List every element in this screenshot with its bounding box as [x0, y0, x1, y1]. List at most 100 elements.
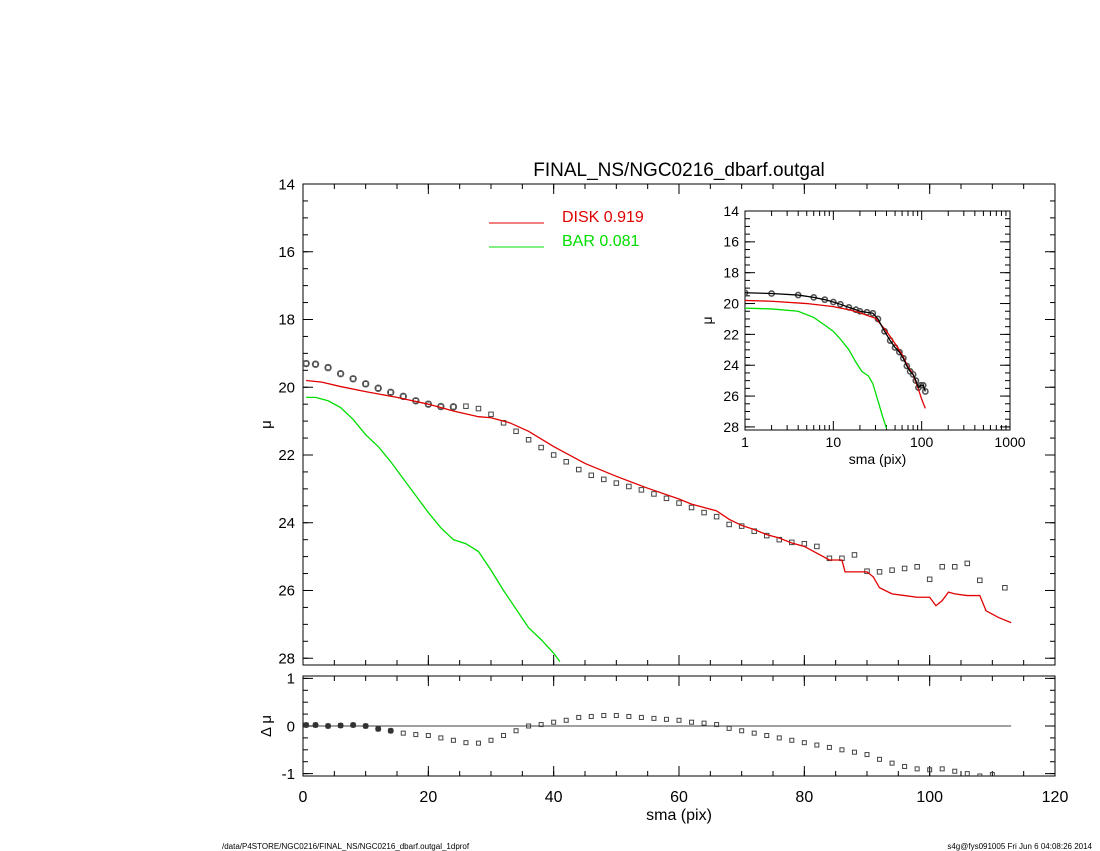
- main-ytick-label-4: 22: [278, 447, 295, 464]
- main-ytick-label-2: 18: [278, 312, 295, 329]
- main-ytick-label-3: 20: [278, 379, 295, 396]
- main-data-core-1: [311, 360, 320, 368]
- main-data-core-2: [324, 363, 332, 372]
- bar-line: [306, 396, 561, 662]
- resid-point-37: [764, 733, 770, 739]
- main-data-point-22: [575, 466, 582, 473]
- resid-point-8: [400, 730, 406, 736]
- resid-point-36: [751, 730, 757, 736]
- main-ytick-label-0: 14: [278, 176, 295, 193]
- resid-point-33: [714, 722, 720, 728]
- resid-core-6: [375, 725, 382, 732]
- main-data-point-27: [638, 487, 645, 493]
- main-data-point-52: [951, 564, 958, 570]
- main-data-point-48: [901, 565, 908, 572]
- resid-point-15: [488, 737, 494, 743]
- main-data-point-12: [450, 404, 457, 410]
- main-data-point-53: [964, 560, 971, 567]
- main-data-point-49: [914, 564, 920, 570]
- main-ylabel: μ: [258, 420, 275, 429]
- main-data-point-33: [713, 513, 720, 520]
- main-data-point-50: [926, 576, 933, 583]
- resid-point-20: [551, 719, 557, 725]
- inset-total-line: [745, 292, 926, 392]
- disk-line: [306, 379, 1012, 624]
- main-data-point-20: [550, 452, 557, 458]
- inset-xtick-label-1: 10: [826, 434, 842, 450]
- main-data-point-55: [1002, 585, 1008, 591]
- main-data-point-41: [814, 543, 820, 550]
- resid-core-3: [337, 722, 344, 729]
- resid-point-35: [739, 728, 745, 734]
- resid-point-11: [438, 735, 444, 741]
- main-data-point-0: [303, 360, 309, 367]
- resid-point-53: [964, 771, 970, 776]
- resid-point-16: [501, 733, 507, 739]
- resid-point-51: [939, 766, 945, 772]
- main-data-point-17: [513, 428, 519, 435]
- inset-ytick-label-3: 20: [723, 295, 739, 311]
- resid-core-4: [350, 722, 357, 729]
- resid-point-13: [463, 740, 469, 746]
- main-data-point-32: [701, 509, 707, 516]
- resid-ytick-label-0: 1: [287, 671, 295, 688]
- resid-point-45: [864, 752, 870, 758]
- resid-core-1: [312, 722, 319, 729]
- main-data-point-54: [977, 577, 983, 584]
- resid-point-27: [638, 714, 644, 720]
- main-data-point-14: [475, 405, 482, 412]
- main-data-point-5: [362, 381, 369, 387]
- resid-point-47: [889, 760, 895, 766]
- main-data-point-30: [676, 500, 682, 506]
- resid-core-5: [362, 723, 369, 729]
- resid-point-41: [814, 742, 820, 748]
- resid-xtick-label-3: 60: [670, 789, 688, 806]
- resid-point-12: [450, 737, 456, 743]
- main-data-point-3: [337, 370, 344, 377]
- resid-point-14: [475, 740, 481, 746]
- inset-ytick-label-1: 16: [723, 234, 739, 250]
- main-data-point-19: [538, 444, 544, 451]
- resid-point-18: [526, 723, 532, 729]
- main-data-core-6: [374, 384, 382, 392]
- resid-point-19: [538, 722, 544, 728]
- inset-ytick-label-4: 22: [723, 326, 739, 342]
- main-data-point-31: [688, 504, 695, 511]
- main-data-point-21: [563, 459, 569, 465]
- resid-xtick-label-2: 40: [545, 789, 563, 806]
- resid-point-34: [726, 725, 732, 731]
- legend-label-1: BAR 0.081: [562, 233, 639, 250]
- inset-xlabel: sma (pix): [849, 451, 907, 467]
- main-data-point-7: [387, 389, 394, 396]
- resid-point-49: [914, 766, 920, 772]
- main-data-point-13: [463, 403, 469, 409]
- main-data-point-28: [651, 491, 657, 497]
- main-data-point-18: [525, 436, 532, 443]
- resid-xtick-label-0: 0: [299, 789, 308, 806]
- resid-point-26: [626, 713, 632, 719]
- main-data-core-4: [349, 375, 357, 383]
- resid-ytick-label-2: -1: [282, 766, 295, 783]
- main-data-core-12: [449, 403, 458, 411]
- resid-point-48: [902, 763, 908, 769]
- main-data-core-0: [303, 359, 310, 368]
- resid-ytick-label-1: 0: [287, 718, 295, 735]
- residual-xlabel: sma (pix): [646, 807, 712, 824]
- resid-xtick-label-1: 20: [419, 789, 437, 806]
- main-data-point-44: [851, 552, 858, 558]
- resid-point-46: [877, 756, 883, 762]
- inset-data-point-5: [829, 298, 837, 306]
- main-data-core-5: [361, 380, 370, 388]
- resid-point-38: [776, 735, 782, 741]
- main-data-point-40: [801, 540, 808, 547]
- main-profile-panel: 14 16 18 20 22 24 26 28 μ DISK 0.919 BAR 0.081: [258, 176, 1056, 667]
- inset-log-panel: 14 16 18 20 22 24 26 281 10 100 1000 μ sma (pix): [699, 203, 1026, 467]
- resid-point-10: [425, 733, 431, 739]
- inset-xtick-label-2: 100: [910, 434, 934, 450]
- resid-point-52: [952, 768, 958, 774]
- main-data-point-6: [375, 385, 381, 392]
- main-data-point-24: [601, 476, 607, 483]
- resid-point-40: [801, 740, 807, 746]
